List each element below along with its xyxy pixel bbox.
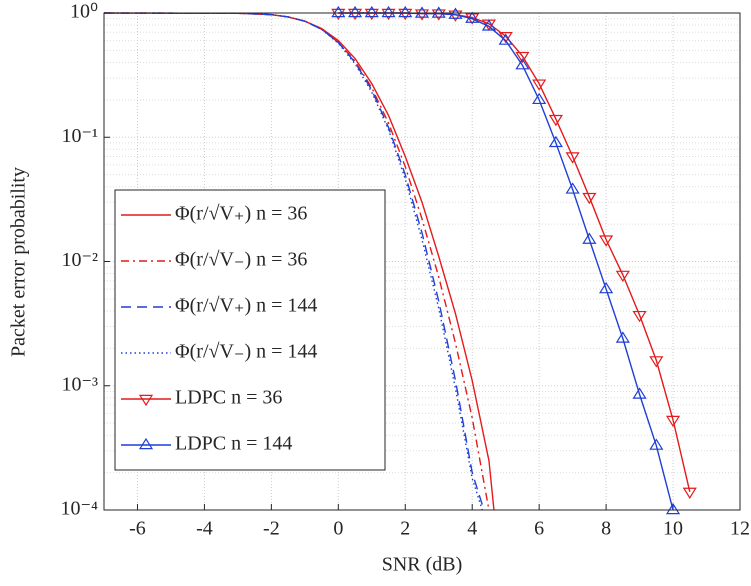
x-tick-label: 12 (730, 518, 750, 540)
legend-label: Φ(r/√V₋) n = 144 (175, 341, 317, 363)
y-tick-label: 10⁻³ (61, 373, 98, 395)
legend (114, 189, 386, 471)
marker (364, 5, 379, 18)
legend-label: Φ(r/√V₊) n = 36 (175, 203, 307, 225)
x-tick-label: -6 (129, 518, 146, 540)
x-tick-label: 0 (333, 518, 343, 540)
marker (599, 281, 614, 294)
series-line (103, 12, 485, 511)
marker (465, 13, 480, 25)
marker (548, 114, 563, 127)
marker (138, 394, 154, 407)
series-line (103, 12, 483, 511)
legend-label: LDPC n = 144 (175, 433, 292, 455)
marker (532, 79, 547, 91)
marker (398, 5, 413, 18)
marker (381, 8, 396, 21)
x-axis-label: SNR (dB) (382, 554, 463, 576)
marker (565, 152, 580, 164)
x-tick-label: 2 (400, 518, 410, 540)
marker (515, 58, 530, 70)
x-tick-label: 4 (467, 518, 477, 540)
y-tick-label: 10⁻⁴ (60, 498, 98, 520)
marker (381, 5, 396, 18)
marker (331, 5, 346, 18)
marker (632, 387, 647, 399)
plot-frame (103, 12, 741, 511)
marker (599, 235, 614, 247)
legend-label: Φ(r/√V₊) n = 144 (175, 295, 317, 317)
y-tick-label: 10⁰ (70, 1, 98, 23)
marker (665, 502, 681, 515)
marker (615, 331, 630, 343)
marker (138, 437, 154, 450)
marker (465, 11, 480, 23)
marker (347, 8, 363, 21)
marker (414, 9, 430, 21)
marker (364, 8, 379, 21)
marker (331, 8, 346, 21)
x-tick-label: 8 (601, 518, 611, 540)
marker (615, 270, 630, 283)
marker (431, 6, 446, 18)
marker (632, 310, 647, 323)
marker (548, 135, 563, 148)
marker (582, 192, 597, 205)
marker (398, 8, 413, 21)
marker (481, 19, 497, 31)
y-tick-label: 10⁻¹ (61, 125, 98, 147)
marker (582, 232, 597, 244)
y-axis-label: Packet error probability (8, 167, 30, 357)
marker (515, 51, 530, 64)
marker (431, 9, 446, 21)
marker (665, 415, 681, 428)
y-tick-label: 10⁻² (61, 249, 98, 271)
marker (565, 182, 580, 194)
legend-label: LDPC n = 36 (175, 387, 282, 409)
x-tick-label: 10 (663, 518, 683, 540)
x-tick-label: -2 (263, 518, 280, 540)
x-tick-label: -4 (196, 518, 213, 540)
marker (682, 487, 697, 499)
marker (649, 438, 664, 450)
marker (347, 5, 363, 18)
marker (498, 33, 513, 45)
legend-label: Φ(r/√V₋) n = 36 (175, 249, 307, 271)
marker (414, 6, 430, 18)
marker (532, 92, 547, 105)
x-tick-label: 6 (534, 518, 544, 540)
marker (649, 356, 664, 368)
